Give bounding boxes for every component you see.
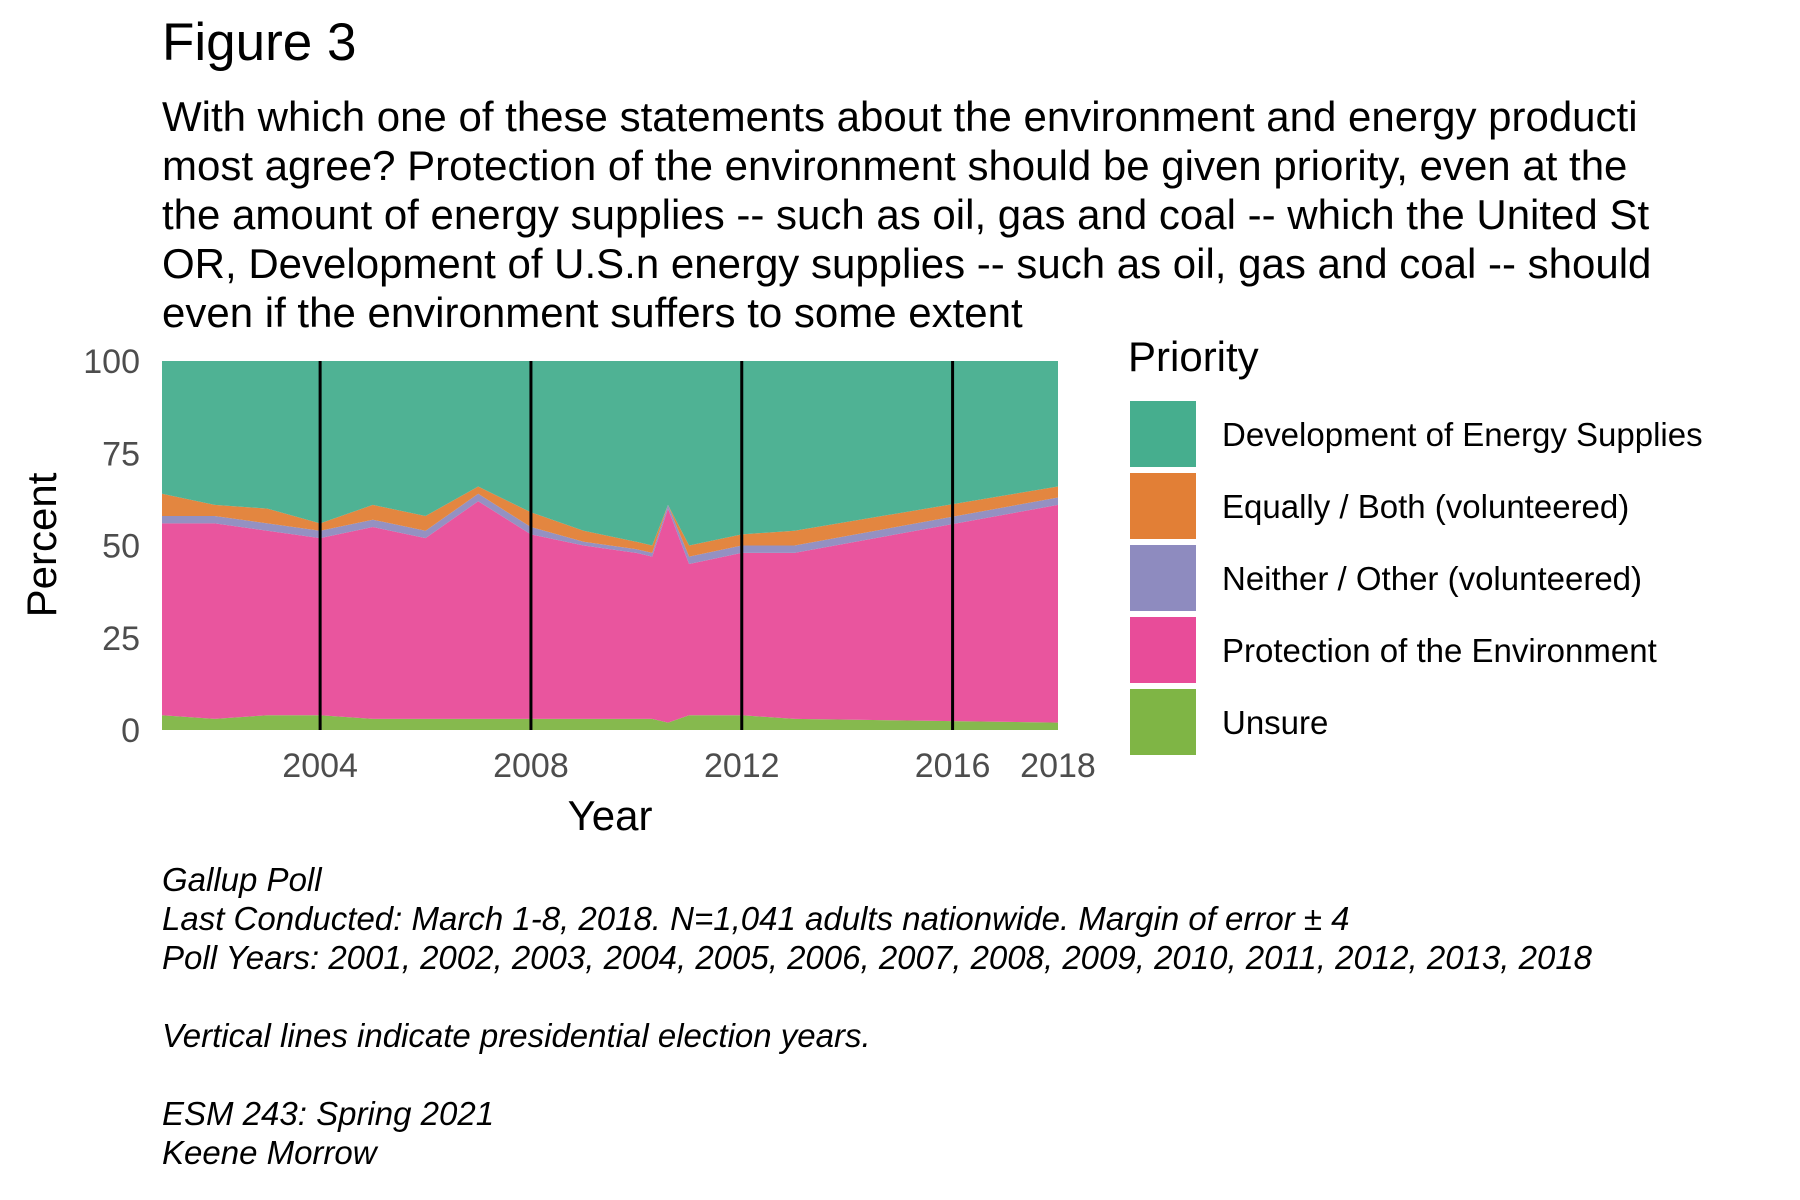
legend-label: Unsure bbox=[1222, 704, 1328, 741]
subtitle-line: most agree? Protection of the environmen… bbox=[162, 142, 1628, 189]
legend-label: Neither / Other (volunteered) bbox=[1222, 560, 1642, 597]
legend-title: Priority bbox=[1128, 333, 1259, 380]
figure-subtitle: With which one of these statements about… bbox=[162, 92, 1800, 337]
x-axis-ticks: 2004 2008 2012 2016 2018 bbox=[282, 747, 1096, 785]
y-axis-title: Percent bbox=[18, 472, 65, 617]
caption-line: Gallup Poll bbox=[162, 861, 322, 898]
legend-swatch bbox=[1130, 689, 1196, 755]
figure-title: Figure 3 bbox=[162, 13, 357, 72]
y-tick-label: 0 bbox=[121, 712, 140, 750]
x-axis-title: Year bbox=[568, 792, 653, 839]
legend-swatch bbox=[1130, 617, 1196, 683]
subtitle-line: even if the environment suffers to some … bbox=[162, 289, 1023, 336]
election-year-lines bbox=[318, 361, 955, 730]
y-axis-ticks: 0 25 50 75 100 bbox=[83, 343, 140, 750]
area-neither-other-volunteered bbox=[162, 493, 1058, 564]
legend-label: Development of Energy Supplies bbox=[1222, 416, 1703, 453]
stacked-area-chart: 2004 2008 2012 2016 2018 0 25 50 75 100 Year Per… bbox=[18, 333, 1703, 839]
caption-line: ESM 243: Spring 2021 bbox=[162, 1095, 495, 1132]
legend-label: Equally / Both (volunteered) bbox=[1222, 488, 1629, 525]
legend-label: Protection of the Environment bbox=[1222, 632, 1657, 669]
y-tick-label: 75 bbox=[102, 435, 140, 473]
caption-line bbox=[162, 977, 1592, 1016]
legend-swatch bbox=[1130, 401, 1196, 467]
x-tick-label: 2018 bbox=[1020, 747, 1096, 785]
area-protection-of-the-environment bbox=[162, 501, 1058, 723]
y-tick-label: 50 bbox=[102, 528, 140, 566]
legend-swatch bbox=[1130, 473, 1196, 539]
x-tick-label: 2012 bbox=[704, 747, 780, 785]
x-tick-label: 2008 bbox=[493, 747, 569, 785]
legend: Development of Energy Supplies Equally / … bbox=[1130, 401, 1703, 755]
caption-line: Last Conducted: March 1-8, 2018. N=1,041… bbox=[162, 900, 1350, 937]
caption-line: Keene Morrow bbox=[162, 1134, 377, 1171]
x-tick-label: 2016 bbox=[915, 747, 991, 785]
caption-line: Vertical lines indicate presidential ele… bbox=[162, 1017, 871, 1054]
caption-line: Poll Years: 2001, 2002, 2003, 2004, 2005… bbox=[162, 939, 1593, 976]
area-development-of-energy-supplies bbox=[162, 361, 1058, 546]
y-tick-label: 100 bbox=[83, 343, 140, 381]
area-layers bbox=[162, 361, 1058, 730]
x-tick-label: 2004 bbox=[282, 747, 358, 785]
legend-swatch bbox=[1130, 545, 1196, 611]
subtitle-line: OR, Development of U.S.n energy supplies… bbox=[162, 240, 1652, 287]
caption-line bbox=[162, 1055, 1592, 1094]
figure-caption: Gallup Poll Last Conducted: March 1-8, 20… bbox=[162, 860, 1592, 1172]
y-tick-label: 25 bbox=[102, 620, 140, 658]
subtitle-line: the amount of energy supplies -- such as… bbox=[162, 191, 1650, 238]
subtitle-line: With which one of these statements about… bbox=[162, 93, 1638, 140]
area-equally-both-volunteered bbox=[162, 486, 1058, 557]
